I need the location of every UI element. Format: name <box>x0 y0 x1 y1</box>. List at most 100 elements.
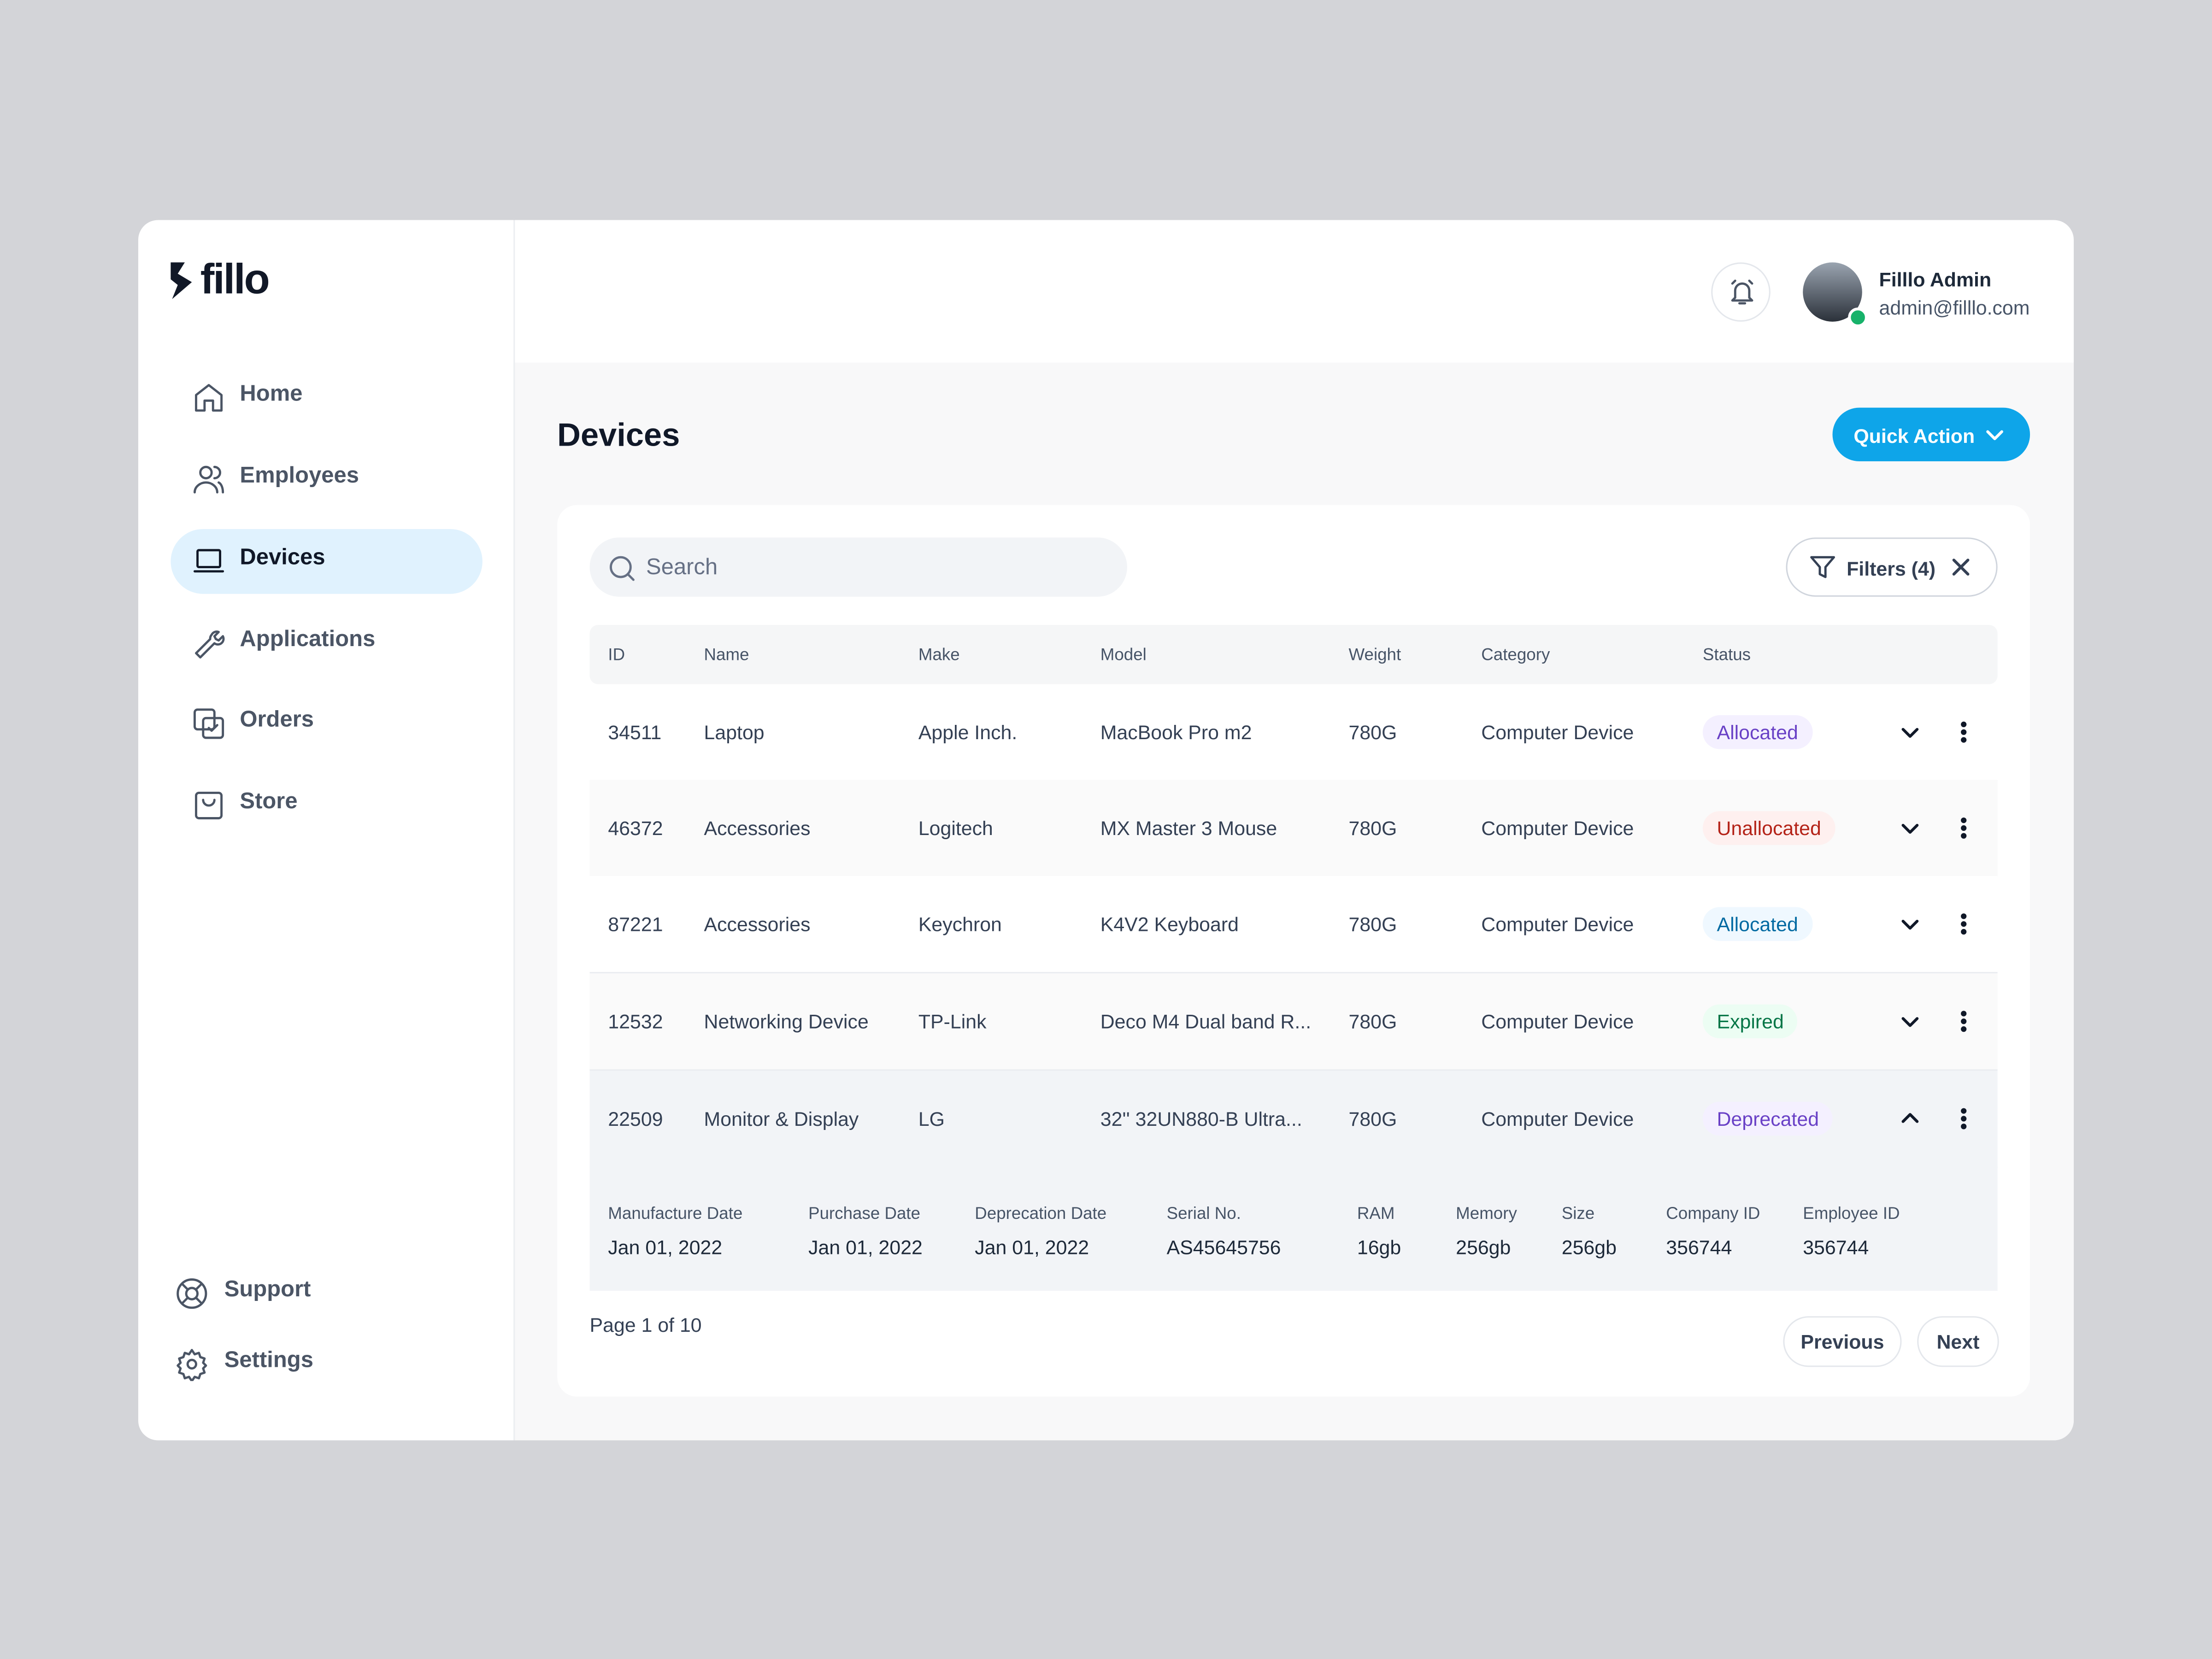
cell: TP-Link <box>918 1010 987 1033</box>
row-menu[interactable] <box>1953 721 1975 743</box>
nav-item[interactable]: Store <box>240 790 298 814</box>
row-menu[interactable] <box>1953 817 1975 839</box>
cell: Deco M4 Dual band R... <box>1100 1010 1312 1033</box>
column-header: Status <box>1702 644 1751 665</box>
icon-support <box>176 1278 207 1309</box>
cell: 780G <box>1348 721 1397 744</box>
cell: 32'' 32UN880-B Ultra... <box>1100 1107 1302 1130</box>
detail-value: 256gb <box>1561 1235 1617 1259</box>
cell: 780G <box>1348 817 1397 840</box>
sidebar-divider <box>513 220 515 1441</box>
status-badge: Expired <box>1702 1004 1798 1039</box>
cell: K4V2 Keyboard <box>1100 912 1239 935</box>
detail-label: Employee ID <box>1803 1203 1900 1224</box>
nav-item[interactable]: Orders <box>240 708 314 732</box>
previous-button[interactable] <box>1783 1316 1902 1367</box>
detail-value: Jan 01, 2022 <box>608 1235 723 1259</box>
cell: MacBook Pro m2 <box>1100 721 1252 744</box>
cell: MX Master 3 Mouse <box>1100 817 1277 840</box>
row-details <box>589 1166 1998 1291</box>
cell: Apple Inch. <box>918 721 1018 744</box>
cell: Computer Device <box>1481 721 1634 744</box>
nav-item[interactable]: Applications <box>240 628 376 652</box>
icon-devices <box>193 549 224 573</box>
column-header: Name <box>704 644 749 665</box>
cell: 12532 <box>608 1010 663 1033</box>
expand-toggle[interactable] <box>1899 721 1921 743</box>
detail-label: Manufacture Date <box>608 1203 743 1224</box>
detail-value: Jan 01, 2022 <box>808 1235 923 1259</box>
detail-value: 356744 <box>1666 1235 1732 1259</box>
nav-footer-item[interactable]: Settings <box>224 1348 313 1373</box>
row-menu[interactable] <box>1953 1107 1975 1130</box>
search-box[interactable] <box>589 537 1127 597</box>
cell: Networking Device <box>704 1010 869 1033</box>
expand-toggle[interactable] <box>1899 1107 1921 1130</box>
cell: 34511 <box>608 721 662 744</box>
cell: Computer Device <box>1481 912 1634 935</box>
column-header: Model <box>1100 644 1147 665</box>
cell: 780G <box>1348 1010 1397 1033</box>
cell: 780G <box>1348 1107 1397 1130</box>
icon-applications <box>195 630 225 659</box>
cell: Computer Device <box>1481 1010 1634 1033</box>
expand-toggle[interactable] <box>1899 1010 1921 1033</box>
page-title: Devices <box>557 416 680 453</box>
cell: Accessories <box>704 912 811 935</box>
row-menu[interactable] <box>1953 1010 1975 1033</box>
status-badge: Unallocated <box>1702 811 1835 845</box>
row-menu[interactable] <box>1953 913 1975 935</box>
cell: Computer Device <box>1481 1107 1634 1130</box>
cell: Accessories <box>704 817 811 840</box>
expand-toggle[interactable] <box>1899 817 1921 839</box>
icon-store <box>195 791 223 819</box>
quick-action-label: Quick Action <box>1853 424 1975 447</box>
detail-value: 256gb <box>1456 1235 1511 1259</box>
detail-label: RAM <box>1357 1203 1395 1224</box>
detail-label: Deprecation Date <box>975 1203 1107 1224</box>
cell: Monitor & Display <box>704 1107 859 1130</box>
user-name: Filllo Admin <box>1879 268 1992 291</box>
icon-orders <box>193 708 224 739</box>
cell: LG <box>918 1107 945 1130</box>
cell: 87221 <box>608 912 663 935</box>
detail-label: Company ID <box>1666 1203 1760 1224</box>
detail-value: 356744 <box>1803 1235 1869 1259</box>
notification-button[interactable] <box>1711 262 1771 322</box>
cell: 780G <box>1348 912 1397 935</box>
icon-filter <box>1810 556 1835 578</box>
icon-bell <box>1731 279 1753 305</box>
nav-footer-item[interactable]: Support <box>224 1278 311 1302</box>
detail-value: AS45645756 <box>1166 1235 1281 1259</box>
nav-item[interactable]: Home <box>240 382 303 406</box>
icon-chevron-down <box>1986 430 2003 441</box>
icon-clear-filters[interactable] <box>1951 557 1971 577</box>
status-badge: Allocated <box>1702 907 1812 941</box>
cell: Computer Device <box>1481 817 1634 840</box>
table-header <box>589 625 1998 684</box>
next-label: Next <box>1936 1330 1980 1353</box>
icon-search <box>610 556 635 581</box>
cell: Laptop <box>704 721 765 744</box>
cell: Logitech <box>918 817 993 840</box>
search-placeholder: Search <box>646 556 718 580</box>
next-button[interactable] <box>1917 1316 1999 1367</box>
detail-label: Serial No. <box>1166 1203 1241 1224</box>
nav-item[interactable]: Devices <box>240 546 325 570</box>
filters-label: Filters (4) <box>1847 557 1936 580</box>
logo-mark <box>171 262 192 299</box>
column-header: Make <box>918 644 960 665</box>
status-badge: Deprecated <box>1702 1101 1833 1136</box>
icon-home <box>195 384 223 412</box>
detail-label: Size <box>1561 1203 1595 1224</box>
column-header: Weight <box>1348 644 1401 665</box>
icon-settings <box>176 1349 207 1381</box>
cell: 22509 <box>608 1107 663 1130</box>
cell: 46372 <box>608 817 663 840</box>
expand-toggle[interactable] <box>1899 913 1921 935</box>
nav-item[interactable]: Employees <box>240 464 359 488</box>
cell: Keychron <box>918 912 1002 935</box>
user-email: admin@filllo.com <box>1879 296 2030 319</box>
detail-value: 16gb <box>1357 1235 1401 1259</box>
